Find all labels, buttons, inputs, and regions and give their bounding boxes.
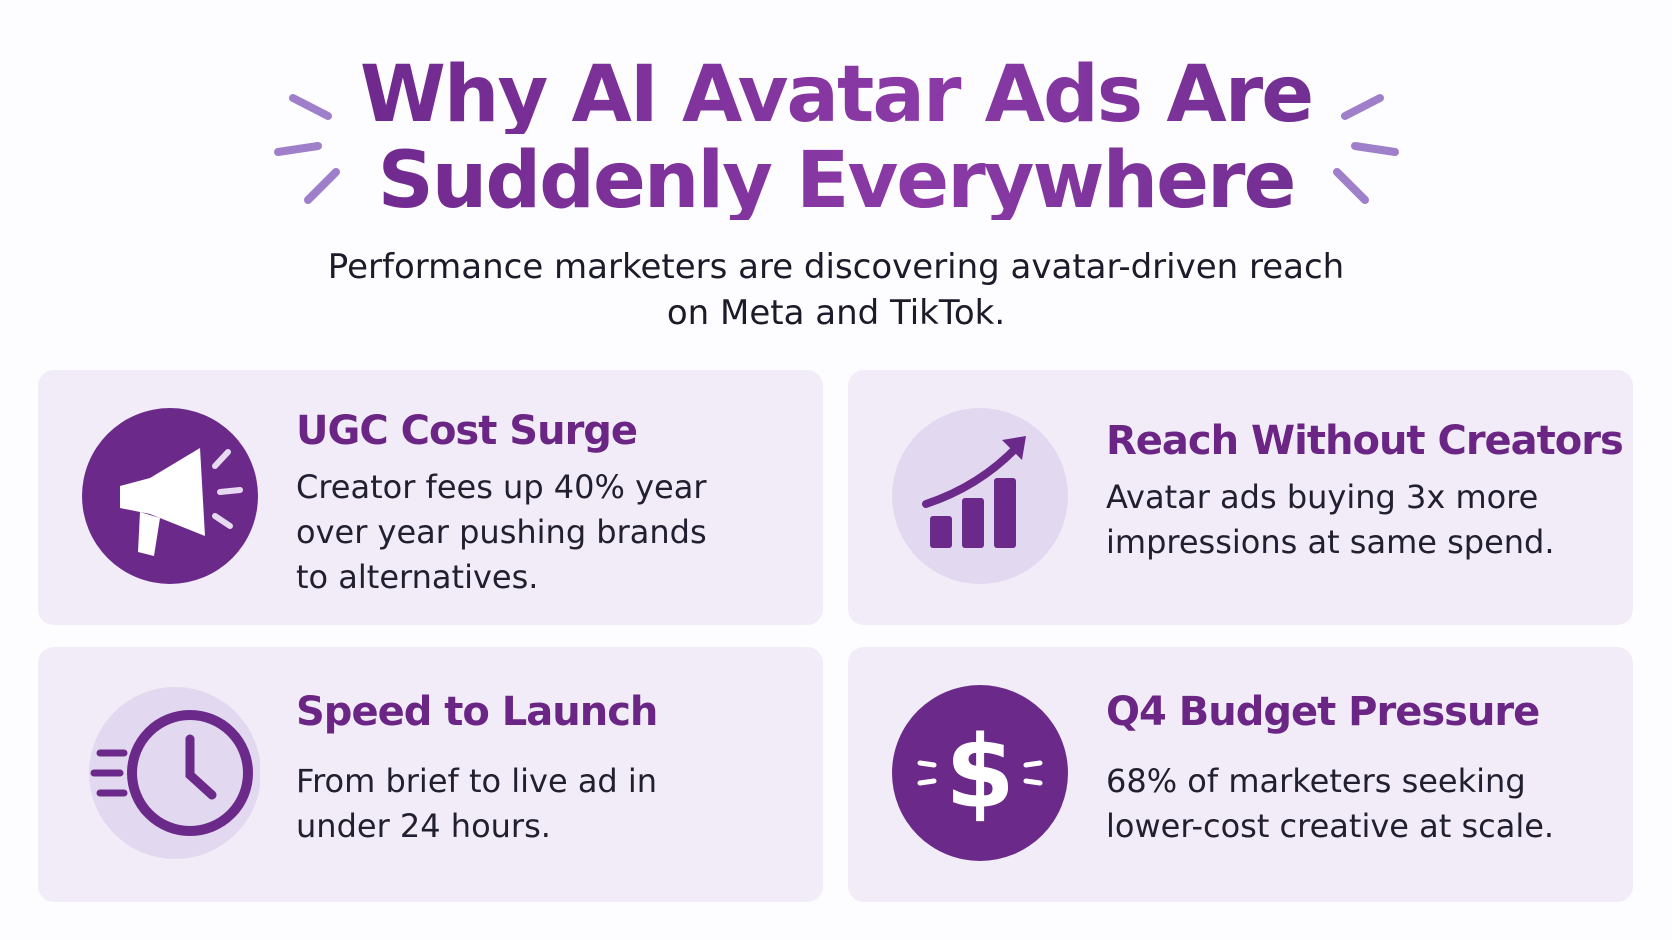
card-text: 68% of marketers seeking lower-cost crea…	[1106, 762, 1555, 845]
decoration	[274, 94, 1399, 204]
growth-chart-icon	[892, 408, 1068, 584]
subtitle: Performance marketers are discovering av…	[327, 247, 1345, 333]
clock-icon	[89, 687, 260, 859]
card: $ Q4 Budget Pressure 68% of marketers se…	[848, 647, 1633, 902]
card: Reach Without Creators Avatar ads buying…	[848, 370, 1633, 625]
card: Speed to Launch From brief to live ad in…	[38, 647, 823, 902]
card-title: Q4 Budget Pressure	[1106, 689, 1540, 735]
card-text: Avatar ads buying 3x more impressions at…	[1106, 478, 1555, 561]
card-title: UGC Cost Surge	[296, 408, 638, 454]
card-title: Speed to Launch	[296, 689, 658, 735]
card-text: Creator fees up 40% year over year pushi…	[296, 468, 707, 596]
card: UGC Cost Surge Creator fees up 40% year …	[38, 370, 823, 625]
title-line: Suddenly Everywhere	[0, 142, 1672, 220]
card-title: Reach Without Creators	[1106, 418, 1624, 464]
megaphone-icon	[82, 408, 258, 584]
title-line: Why AI Avatar Ads Are	[0, 56, 1672, 134]
svg-text:$: $	[945, 713, 1015, 830]
card-text: From brief to live ad in under 24 hours.	[296, 762, 658, 845]
dollar-icon: $	[892, 685, 1068, 861]
